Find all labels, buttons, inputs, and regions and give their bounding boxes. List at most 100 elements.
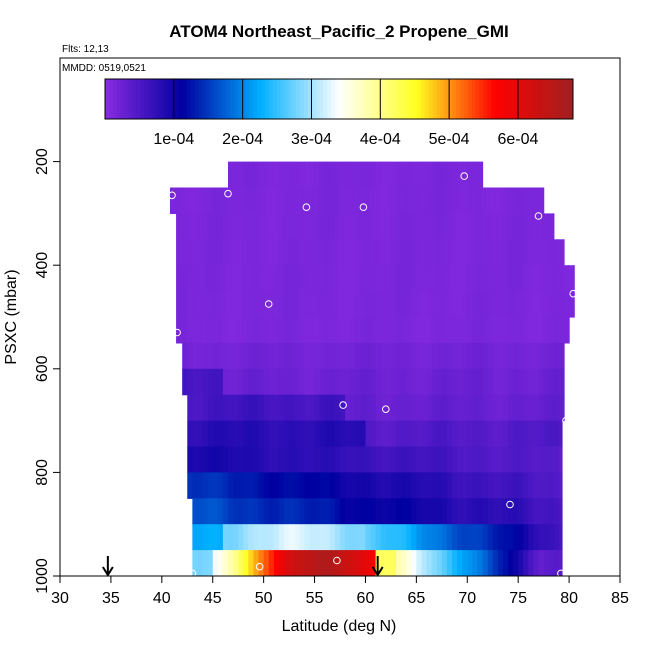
heatmap-cell	[297, 187, 303, 214]
heatmap-cell	[368, 187, 375, 214]
heatmap-cell	[327, 187, 334, 214]
heatmap-cell	[547, 317, 554, 344]
colorbar-swatch	[276, 79, 281, 119]
heatmap-cell	[385, 342, 392, 370]
heatmap-cell	[457, 524, 463, 551]
heatmap-cell	[333, 291, 340, 318]
heatmap-cell	[364, 317, 371, 344]
heatmap-cell	[212, 394, 219, 422]
heatmap-cell	[472, 446, 479, 473]
flight-point	[168, 191, 176, 200]
heatmap-cell	[186, 317, 192, 344]
heatmap-cell	[360, 550, 367, 576]
heatmap-cell	[369, 317, 376, 344]
heatmap-cell	[314, 498, 321, 525]
heatmap-cell	[405, 291, 411, 318]
heatmap-cell	[282, 213, 289, 240]
heatmap-cell	[543, 342, 550, 370]
heatmap-cell	[370, 446, 377, 473]
heatmap-cell	[323, 291, 330, 318]
heatmap-cell	[394, 317, 401, 344]
heatmap-cell	[497, 550, 504, 576]
colorbar-swatch	[319, 79, 324, 119]
heatmap-cell	[197, 472, 204, 499]
heatmap-cell	[389, 317, 396, 344]
heatmap-cell	[212, 524, 219, 551]
heatmap-cell	[405, 239, 411, 266]
heatmap-cell	[303, 291, 310, 318]
heatmap-cell	[390, 394, 397, 422]
colorbar-swatch	[179, 79, 184, 119]
heatmap-cell	[192, 498, 199, 525]
heatmap-cell	[309, 498, 316, 525]
heatmap-cell	[314, 342, 321, 370]
colorbar-swatch	[444, 79, 449, 119]
colorbar-swatch	[284, 79, 289, 119]
heatmap-cell	[445, 317, 452, 344]
heatmap-cell	[452, 368, 458, 396]
heatmap-cell	[211, 317, 218, 344]
heatmap-cell	[400, 265, 406, 292]
heatmap-cell	[278, 394, 285, 422]
heatmap-cell	[410, 239, 416, 266]
heatmap-cell	[502, 368, 509, 396]
colorbar-swatch	[553, 79, 558, 119]
heatmap-cell	[444, 187, 451, 214]
heatmap-cell	[345, 161, 351, 189]
heatmap-cell	[248, 342, 255, 370]
heatmap-cell	[416, 342, 423, 370]
heatmap-cell	[547, 239, 554, 266]
flight-point	[562, 416, 570, 425]
heatmap-cell	[187, 394, 193, 422]
heatmap-cell	[543, 394, 550, 422]
heatmap-cell	[319, 446, 326, 473]
heatmap-cell	[192, 446, 199, 473]
heatmap-cell	[548, 550, 555, 576]
heatmap-cell	[446, 368, 453, 396]
heatmap-cell	[436, 161, 443, 189]
heatmap-cell	[192, 420, 199, 448]
colorbar-swatch	[194, 79, 199, 119]
heatmap-cell	[262, 265, 269, 292]
heatmap-cell	[573, 291, 575, 318]
heatmap-cell	[253, 161, 260, 189]
colorbar-swatch	[479, 79, 484, 119]
heatmap-cell	[201, 317, 208, 344]
colorbar-swatch	[354, 79, 359, 119]
heatmap-cell	[232, 239, 238, 266]
heatmap-cell	[294, 498, 300, 525]
heatmap-cell	[482, 446, 489, 473]
heatmap-cell	[355, 368, 361, 396]
heatmap-cell	[345, 368, 351, 396]
heatmap-cell	[486, 265, 493, 292]
heatmap-cell	[441, 342, 448, 370]
heatmap-cell	[487, 550, 494, 576]
heatmap-cell	[303, 239, 310, 266]
colorbar-tick-label: 3e-04	[291, 131, 332, 148]
heatmap-cell	[212, 420, 219, 448]
heatmap-cell	[512, 239, 518, 266]
heatmap-cell	[365, 161, 372, 189]
heatmap-cell	[328, 239, 335, 266]
heatmap-cell	[176, 239, 182, 266]
colorbar-swatch	[510, 79, 515, 119]
heatmap-cell	[528, 368, 535, 396]
heatmap-cell	[471, 291, 478, 318]
heatmap-cell	[191, 265, 198, 292]
heatmap-cell	[340, 161, 346, 189]
heatmap-cell	[232, 265, 238, 292]
colorbar-swatch	[183, 79, 188, 119]
heatmap-cell	[196, 239, 203, 266]
heatmap-cell	[263, 498, 270, 525]
heatmap-cell	[273, 550, 280, 576]
colorbar-swatch	[342, 79, 348, 119]
heatmap-cell	[207, 368, 214, 396]
heatmap-cell	[467, 342, 473, 370]
heatmap-cell	[517, 265, 523, 292]
heatmap-cell	[411, 161, 417, 189]
heatmap-cell	[262, 213, 269, 240]
heatmap-cell	[547, 291, 554, 318]
heatmap-cell	[334, 342, 341, 370]
heatmap-cell	[401, 342, 407, 370]
heatmap-cell	[396, 498, 402, 525]
